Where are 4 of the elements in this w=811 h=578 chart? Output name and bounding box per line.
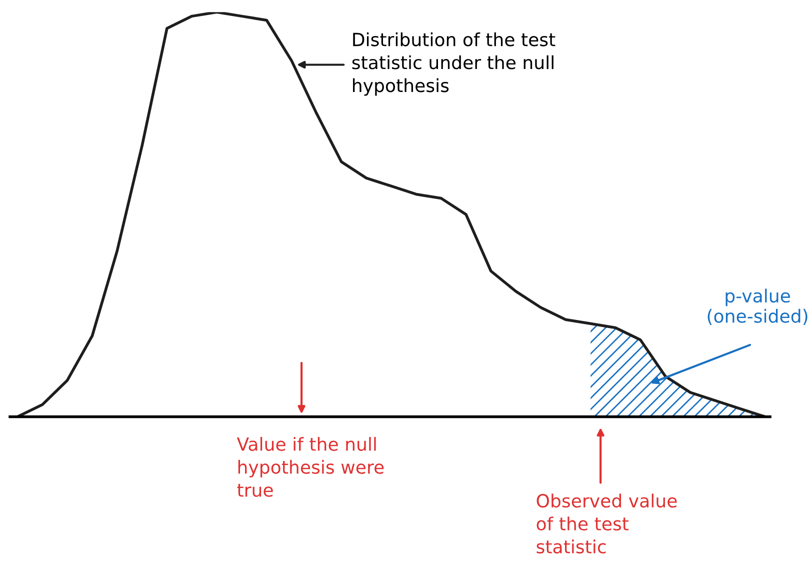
text: Value if the null hypothesis were true <box>236 436 384 497</box>
text: Observed value of the test statistic <box>536 494 677 554</box>
text: p-value (one-sided) <box>708 288 808 325</box>
annotation: Distribution of the test statistic under the null hypothesis <box>352 32 556 96</box>
